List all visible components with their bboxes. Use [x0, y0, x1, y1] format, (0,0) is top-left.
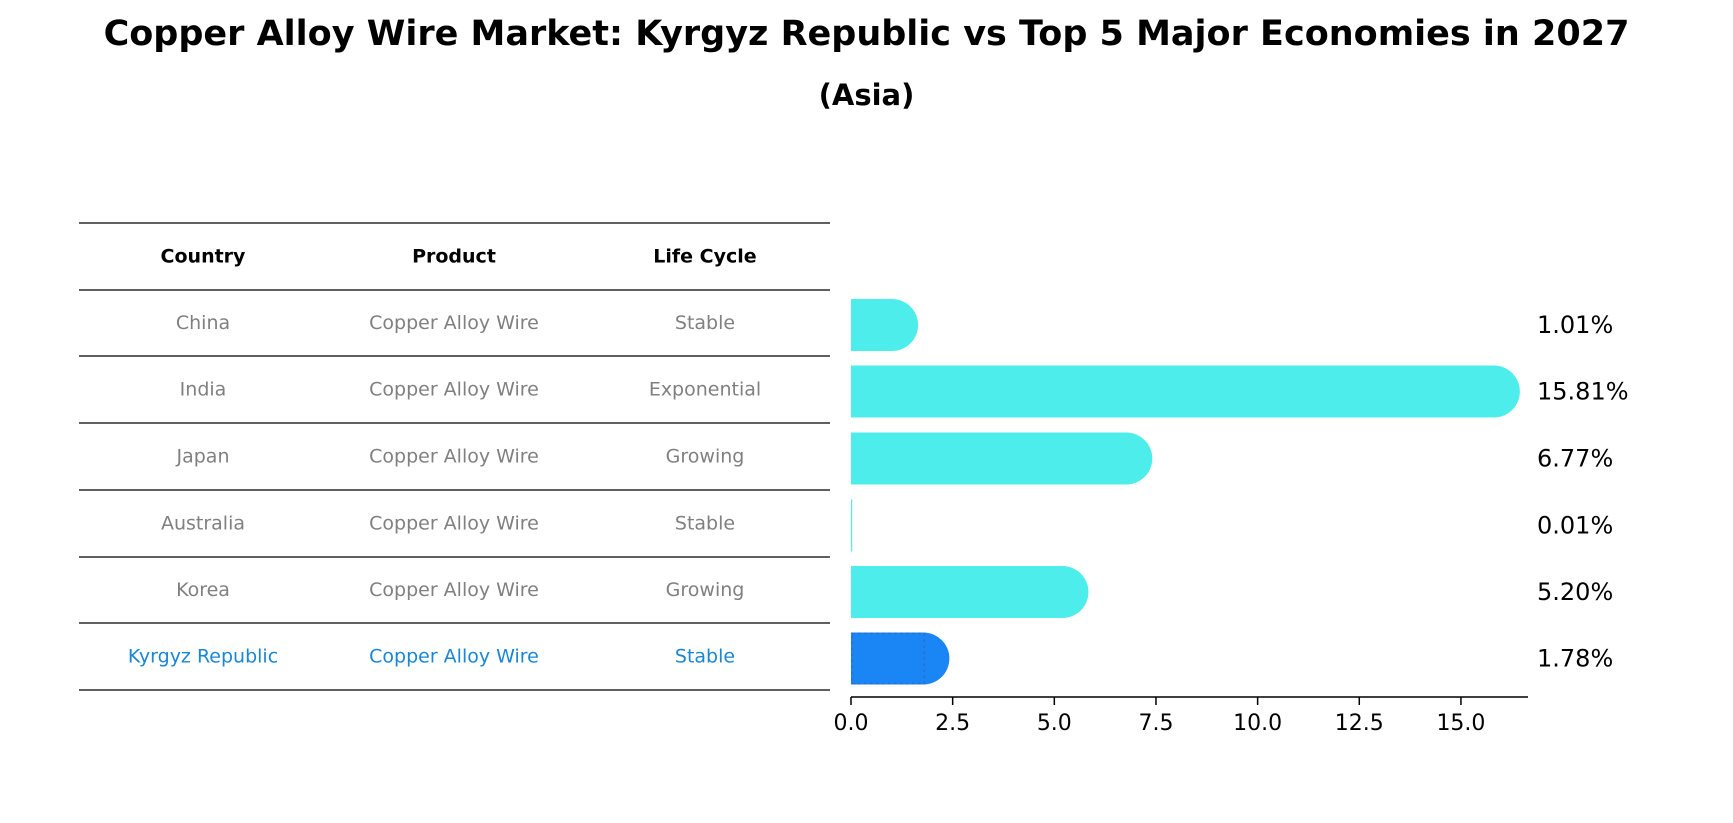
bar-cap: [1036, 566, 1089, 618]
table-header-cell: Product: [412, 246, 496, 268]
table-cell: India: [180, 379, 227, 401]
x-tick-label: 15.0: [1436, 711, 1485, 736]
bar-korea: [851, 566, 1089, 618]
x-tick-label: 10.0: [1233, 711, 1282, 736]
bar-cap: [897, 632, 950, 685]
table-cell: Copper Alloy Wire: [369, 312, 539, 334]
bar-cap: [1467, 365, 1520, 418]
table-header-cell: Country: [161, 246, 247, 268]
table-cell: Korea: [176, 579, 230, 601]
table-cell: Australia: [161, 513, 245, 535]
x-tick-label: 2.5: [935, 711, 970, 736]
x-tick-label: 0.0: [834, 711, 869, 736]
table-cell: Copper Alloy Wire: [369, 646, 539, 668]
table-cell: Copper Alloy Wire: [369, 579, 539, 601]
value-label: 6.77%: [1537, 445, 1613, 473]
bar-rect: [851, 365, 1494, 418]
bar-cap: [866, 299, 919, 351]
chart-title: Copper Alloy Wire Market: Kyrgyz Republi…: [103, 14, 1630, 54]
table-cell: Growing: [666, 579, 745, 601]
table-cell: Copper Alloy Wire: [369, 379, 539, 401]
table-cell: China: [176, 312, 230, 334]
chart-subtitle: (Asia): [818, 78, 915, 112]
bar-india: [851, 365, 1520, 418]
table-cell: Stable: [675, 312, 735, 334]
value-label: 1.78%: [1537, 645, 1613, 673]
country-table: Country Product Life Cycle China Copper Allo…: [79, 222, 830, 691]
bar-cap: [1100, 432, 1153, 485]
bar-chart: 1.01% 15.81% 6.77% 0.01% 5.20% 1.78%: [851, 299, 1629, 685]
x-axis: 0.0 2.5 5.0 7.5 10.0 12.5 15.0: [834, 696, 1528, 736]
x-tick-label: 5.0: [1037, 711, 1072, 736]
table-cell: Copper Alloy Wire: [369, 513, 539, 535]
value-label: 0.01%: [1537, 512, 1613, 540]
bar-rect: [851, 566, 1063, 618]
value-label: 1.01%: [1537, 311, 1613, 339]
bar-kyrgyz-republic: [851, 632, 950, 685]
bar-dotted-outline: [851, 632, 926, 685]
x-tick-label: 12.5: [1335, 711, 1384, 736]
table-header-cell: Life Cycle: [653, 246, 756, 268]
table-cell: Stable: [675, 513, 735, 535]
bar-rect: [851, 432, 1127, 485]
table-cell: Kyrgyz Republic: [128, 646, 278, 668]
bar-japan: [851, 432, 1153, 485]
table-cell: Stable: [675, 646, 735, 668]
table-cell: Copper Alloy Wire: [369, 446, 539, 468]
bar-china: [851, 299, 919, 351]
table-cell: Growing: [666, 446, 745, 468]
table-cell: Exponential: [649, 379, 761, 401]
value-label: 5.20%: [1537, 578, 1613, 606]
table-cell: Japan: [176, 446, 230, 468]
bar-australia: [851, 499, 853, 552]
value-label: 15.81%: [1537, 378, 1629, 406]
bar-rect: [851, 499, 853, 552]
x-tick-label: 7.5: [1138, 711, 1173, 736]
